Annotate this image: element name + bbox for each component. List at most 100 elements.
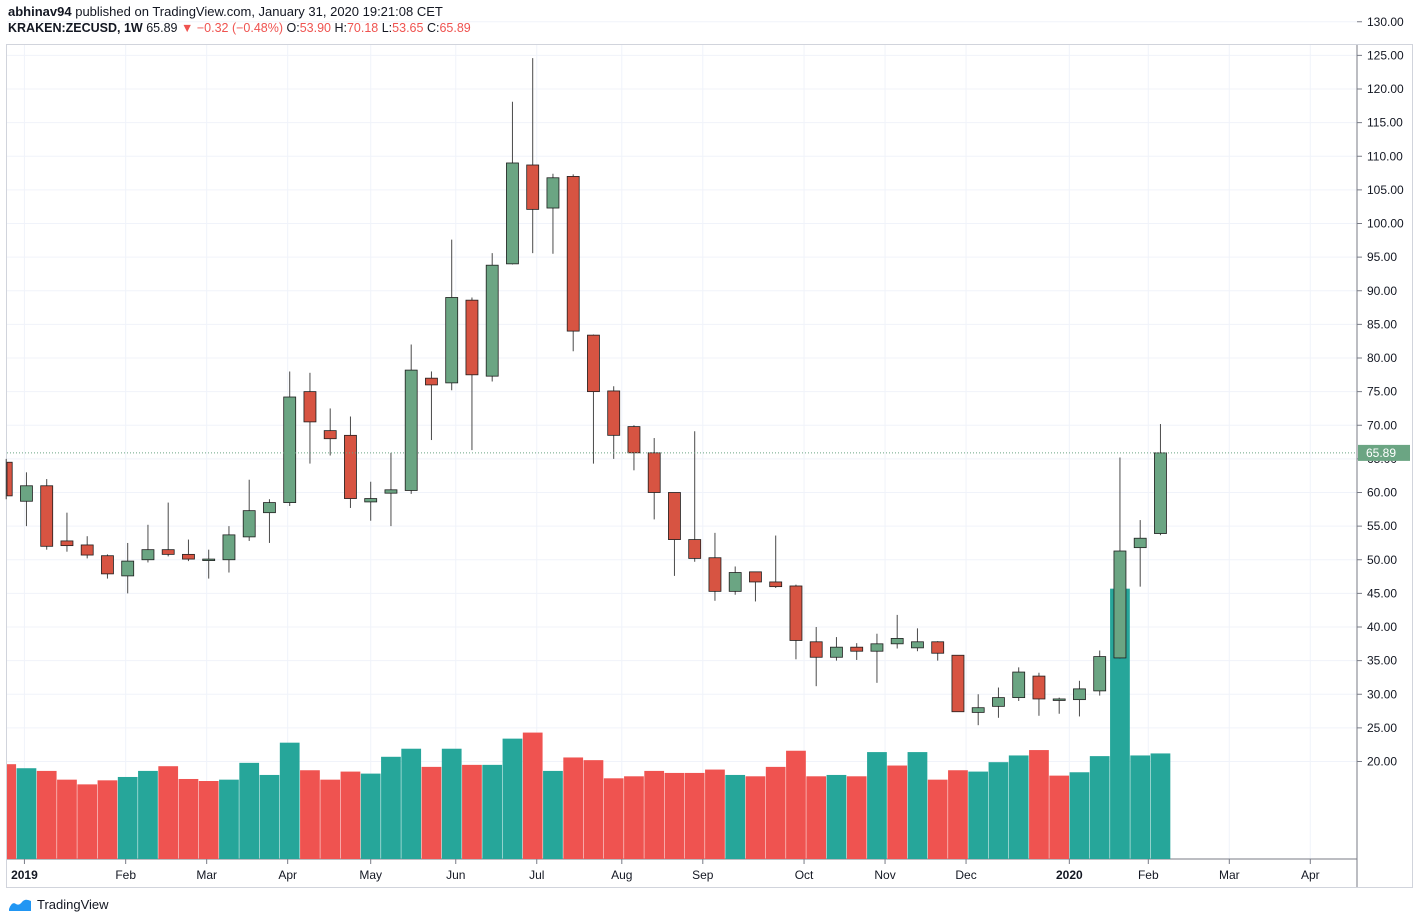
y-tick-label: 125.00 [1367, 48, 1404, 62]
y-tick-label: 40.00 [1367, 620, 1397, 634]
volume-bar [968, 771, 989, 859]
volume-bar [1029, 750, 1049, 859]
candle-body [40, 485, 54, 547]
volume-bar [421, 766, 442, 859]
volume-bar [158, 766, 179, 859]
x-tick-label: Apr [278, 868, 297, 882]
x-tick-label: May [359, 868, 382, 882]
y-tick-label: 30.00 [1367, 687, 1397, 701]
volume-bar [239, 762, 260, 859]
candle-body [202, 558, 216, 561]
volume-bar [502, 738, 523, 859]
volume-bar [725, 774, 746, 859]
volume-bar [381, 756, 401, 859]
volume-bar [644, 770, 665, 859]
x-tick-label: 2020 [1056, 868, 1083, 882]
x-tick-label: 2019 [11, 868, 38, 882]
candle-body [303, 391, 317, 423]
y-tick-label: 50.00 [1367, 553, 1397, 567]
volume-bar [786, 750, 806, 859]
y-tick-label: 35.00 [1367, 654, 1397, 668]
close-label: C: [426, 21, 440, 35]
volume-bar [57, 779, 77, 859]
author-name[interactable]: abhinav94 [8, 4, 72, 19]
candle-body [992, 697, 1005, 707]
y-tick-label: 25.00 [1367, 721, 1397, 735]
candle-body [769, 581, 783, 588]
footer-brand[interactable]: TradingView [8, 897, 109, 912]
last-price-tag [1358, 444, 1410, 461]
y-tick-label: 80.00 [1367, 351, 1397, 365]
candle-body [830, 646, 843, 658]
candle-body [911, 641, 924, 649]
high-value: 70.18 [346, 21, 379, 35]
y-tick-label: 85.00 [1367, 317, 1397, 331]
candle-body [20, 485, 33, 502]
candle-body [323, 430, 337, 440]
volume-bar [583, 760, 604, 859]
x-tick-label: Mar [196, 868, 217, 882]
candle-body [101, 555, 114, 575]
candle-body [971, 707, 985, 713]
candle-body [1133, 537, 1147, 549]
y-tick-label: 75.00 [1367, 385, 1397, 399]
candle-body [182, 553, 195, 560]
y-tick-label: 115.00 [1367, 116, 1403, 130]
volume-bar [1089, 756, 1110, 859]
candle-body [728, 572, 742, 592]
y-tick-label: 105.00 [1367, 183, 1404, 197]
candle-body [485, 264, 499, 377]
volume-bar [1008, 755, 1029, 859]
volume-bar [887, 765, 908, 859]
x-tick-label: Sep [692, 868, 714, 882]
y-tick-label: 95.00 [1367, 250, 1397, 264]
volume-bar [259, 774, 280, 859]
volume-bar [1069, 772, 1090, 859]
x-tick-label: Apr [1301, 868, 1320, 882]
candle-body [688, 539, 702, 559]
volume-bar [198, 781, 219, 859]
volume-bar [300, 770, 320, 859]
candle-body [1052, 698, 1066, 701]
candle-body [708, 557, 722, 592]
last-price-tag-label: 65.89 [1366, 446, 1396, 460]
open-value: 53.90 [299, 21, 331, 35]
volume-bar [138, 770, 158, 859]
candle-body [121, 560, 135, 577]
volume-bar [482, 764, 503, 859]
publish-info: abhinav94 published on TradingView.com, … [8, 4, 443, 19]
low-label: L: [381, 21, 393, 35]
volume-bar [543, 770, 563, 859]
y-tick-label: 90.00 [1367, 284, 1397, 298]
volume-bar [320, 779, 341, 859]
candle-body [1113, 550, 1127, 659]
candle-body [445, 297, 459, 384]
y-tick-label: 45.00 [1367, 586, 1397, 600]
volume-bar [1150, 753, 1171, 859]
candle-body [242, 510, 256, 538]
volume-bar [684, 772, 705, 859]
volume-bar [178, 778, 199, 859]
candle-body [384, 489, 398, 494]
candle-body [506, 162, 519, 265]
y-tick-label: 100.00 [1367, 217, 1404, 231]
y-tick-label: 55.00 [1367, 519, 1397, 533]
price-change: −0.32 (−0.48%) [196, 21, 284, 35]
x-tick-label: Mar [1219, 868, 1240, 882]
candle-body [263, 502, 276, 514]
open-label: O: [286, 21, 300, 35]
symbol-info: KRAKEN:ZECUSD, 1W 65.89 ▼ −0.32 (−0.48%)… [8, 21, 471, 35]
candle-body [425, 377, 438, 386]
volume-bar [948, 770, 968, 859]
candle-body [161, 549, 175, 555]
candle-body [850, 646, 864, 652]
candle-body [1154, 452, 1167, 534]
candle-body [566, 176, 580, 332]
volume-bar [462, 764, 482, 859]
candle-body [668, 492, 681, 540]
volume-bar [117, 776, 138, 859]
y-tick-label: 120.00 [1367, 82, 1404, 96]
candle-body [1032, 675, 1046, 700]
tradingview-logo-icon [9, 899, 31, 911]
